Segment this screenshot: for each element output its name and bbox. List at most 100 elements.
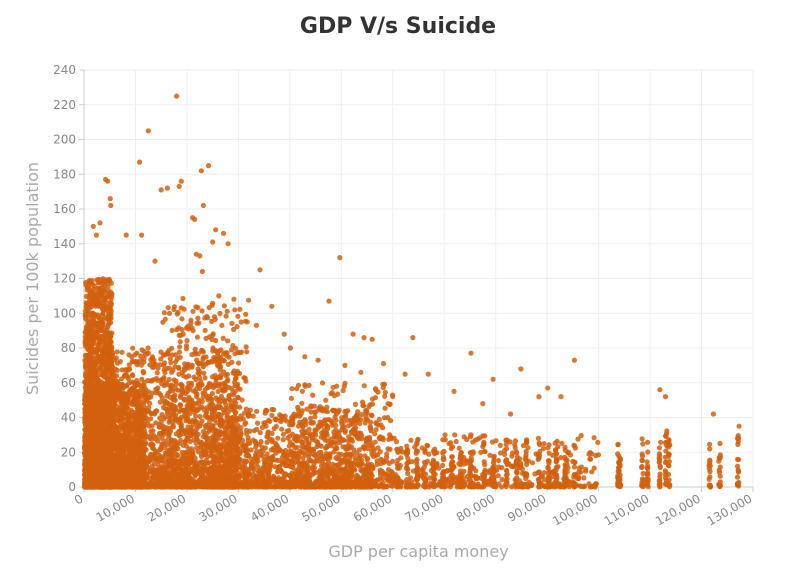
data-point bbox=[141, 407, 147, 414]
data-point bbox=[108, 406, 114, 412]
data-point bbox=[146, 408, 152, 414]
data-point bbox=[110, 385, 116, 391]
data-point bbox=[108, 468, 114, 474]
data-point bbox=[82, 338, 88, 344]
data-point bbox=[130, 423, 136, 429]
data-point bbox=[92, 404, 99, 410]
data-point bbox=[108, 320, 114, 326]
data-point bbox=[143, 389, 149, 396]
chart-title: GDP V/s Suicide bbox=[299, 14, 497, 39]
data-point bbox=[99, 444, 105, 451]
data-point bbox=[96, 314, 102, 321]
data-point bbox=[136, 393, 142, 399]
data-point bbox=[144, 461, 150, 467]
data-point bbox=[85, 459, 91, 465]
data-point bbox=[131, 401, 137, 408]
data-point bbox=[142, 414, 148, 420]
data-point bbox=[130, 397, 136, 403]
data-point bbox=[87, 409, 94, 415]
data-point bbox=[100, 311, 106, 317]
data-point bbox=[94, 475, 100, 481]
data-point bbox=[90, 480, 96, 486]
data-point bbox=[85, 308, 91, 314]
data-point bbox=[109, 449, 115, 455]
data-point bbox=[101, 287, 108, 293]
data-point bbox=[125, 376, 131, 382]
data-point bbox=[187, 439, 193, 445]
data-point bbox=[149, 457, 155, 463]
data-point bbox=[114, 367, 120, 373]
data-point bbox=[105, 369, 111, 375]
data-point bbox=[148, 378, 154, 384]
data-point bbox=[102, 382, 108, 388]
data-point bbox=[108, 457, 114, 463]
data-point bbox=[130, 435, 136, 442]
data-point bbox=[134, 452, 140, 458]
data-point bbox=[81, 450, 88, 456]
data-point bbox=[153, 375, 160, 382]
data-point bbox=[134, 459, 140, 465]
data-point bbox=[82, 416, 88, 422]
data-point bbox=[96, 414, 103, 420]
data-point bbox=[91, 432, 97, 438]
data-point bbox=[102, 465, 108, 471]
data-point bbox=[100, 333, 106, 339]
data-point bbox=[116, 450, 122, 456]
data-point bbox=[139, 433, 145, 439]
data-point bbox=[133, 412, 139, 418]
data-point bbox=[86, 431, 92, 437]
data-point bbox=[86, 440, 92, 446]
data-point bbox=[203, 354, 209, 360]
data-point bbox=[140, 399, 146, 405]
data-point bbox=[156, 430, 163, 437]
data-point bbox=[109, 377, 115, 384]
data-point bbox=[194, 435, 200, 441]
data-point bbox=[87, 364, 93, 370]
data-point bbox=[112, 474, 118, 480]
data-point bbox=[153, 390, 159, 396]
data-point bbox=[122, 453, 129, 459]
data-point bbox=[114, 381, 120, 387]
data-point bbox=[182, 439, 188, 445]
data-point bbox=[99, 356, 105, 362]
data-point bbox=[117, 441, 123, 448]
data-point bbox=[89, 342, 95, 348]
data-point bbox=[111, 372, 117, 378]
data-point bbox=[84, 287, 90, 293]
data-point bbox=[107, 393, 113, 399]
data-point bbox=[148, 357, 154, 363]
data-point bbox=[90, 318, 96, 325]
data-point bbox=[213, 395, 219, 401]
data-point bbox=[96, 277, 102, 283]
data-point bbox=[103, 469, 109, 475]
data-point bbox=[150, 473, 156, 479]
data-point bbox=[138, 353, 144, 359]
data-point bbox=[84, 357, 90, 363]
data-point bbox=[107, 310, 113, 316]
data-point bbox=[87, 419, 93, 425]
data-point bbox=[88, 280, 94, 286]
data-point bbox=[112, 437, 118, 443]
data-point bbox=[110, 462, 116, 468]
data-point bbox=[102, 347, 108, 354]
data-point bbox=[143, 447, 149, 453]
data-point bbox=[141, 359, 147, 365]
data-point bbox=[145, 345, 151, 351]
data-point bbox=[95, 421, 101, 428]
data-point bbox=[94, 461, 100, 467]
data-point bbox=[139, 471, 145, 478]
data-point bbox=[107, 314, 113, 320]
data-point bbox=[103, 341, 110, 347]
data-point bbox=[93, 446, 100, 452]
data-point bbox=[104, 423, 110, 429]
data-point bbox=[139, 376, 145, 382]
data-point bbox=[96, 341, 102, 347]
data-point bbox=[201, 370, 207, 376]
data-point bbox=[130, 373, 136, 379]
data-point bbox=[98, 481, 104, 487]
data-point bbox=[90, 455, 96, 461]
data-point bbox=[114, 349, 120, 355]
data-point bbox=[85, 396, 91, 403]
